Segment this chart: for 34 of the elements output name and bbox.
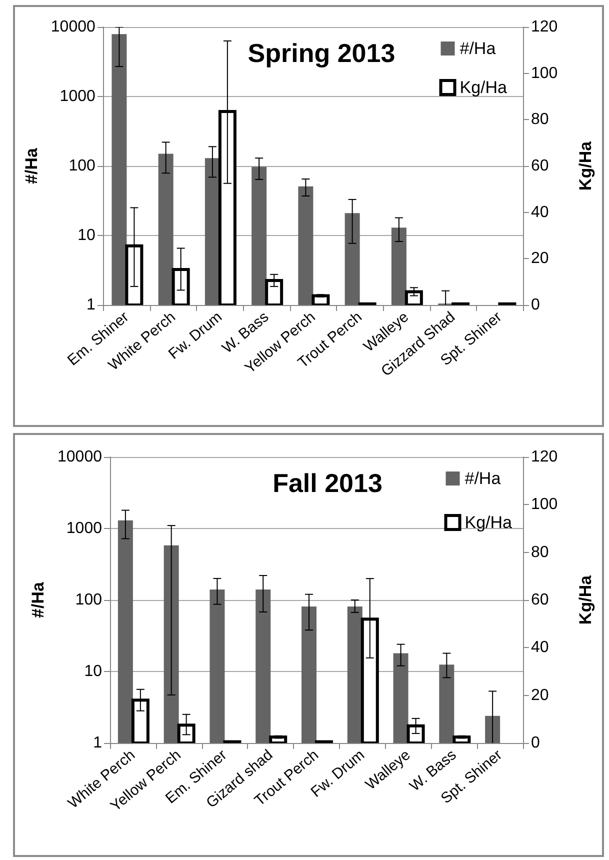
y2-tick-label: 100: [531, 64, 558, 82]
chart-title: Fall 2013: [272, 468, 382, 498]
y-tick-label: 10000: [50, 18, 96, 36]
legend-label: Kg/Ha: [460, 78, 508, 97]
legend-label: #/Ha: [460, 39, 496, 58]
y-tick-label: 100: [68, 158, 96, 174]
legend-label: Kg/Ha: [464, 513, 513, 532]
y2-tick-label: 120: [531, 18, 558, 36]
y-tick-label: 1000: [60, 88, 96, 105]
y2-tick-label: 60: [531, 158, 549, 174]
y-axis-title: #/Ha: [28, 582, 48, 618]
chart-title: Spring 2013: [248, 38, 396, 68]
y-tick-label: 1: [86, 296, 96, 314]
y2-tick-label: 80: [531, 544, 549, 561]
y2-tick-label: 40: [531, 204, 549, 221]
y-tick-label: 10000: [58, 448, 102, 466]
y-tick-label: 10: [84, 663, 102, 680]
y2-tick-label: 20: [531, 686, 549, 704]
y2-axis-title: Kg/Ha: [576, 140, 595, 191]
y2-axis-title: Kg/Ha: [576, 574, 595, 625]
y-tick-label: 10: [78, 227, 96, 244]
y-tick-label: 1: [93, 734, 102, 752]
y2-tick-label: 60: [531, 592, 549, 608]
y2-tick-label: 40: [531, 639, 549, 656]
y2-tick-label: 20: [531, 250, 549, 268]
y2-tick-label: 0: [531, 296, 540, 314]
y-axis-title: #/Ha: [22, 148, 41, 184]
y-tick-label: 1000: [66, 520, 102, 537]
y2-tick-label: 80: [531, 111, 549, 128]
y2-tick-label: 0: [531, 734, 540, 752]
y2-tick-label: 100: [531, 496, 558, 514]
legend-label: #/Ha: [464, 469, 502, 488]
y-tick-label: 100: [75, 592, 102, 608]
y2-tick-label: 120: [531, 448, 558, 466]
